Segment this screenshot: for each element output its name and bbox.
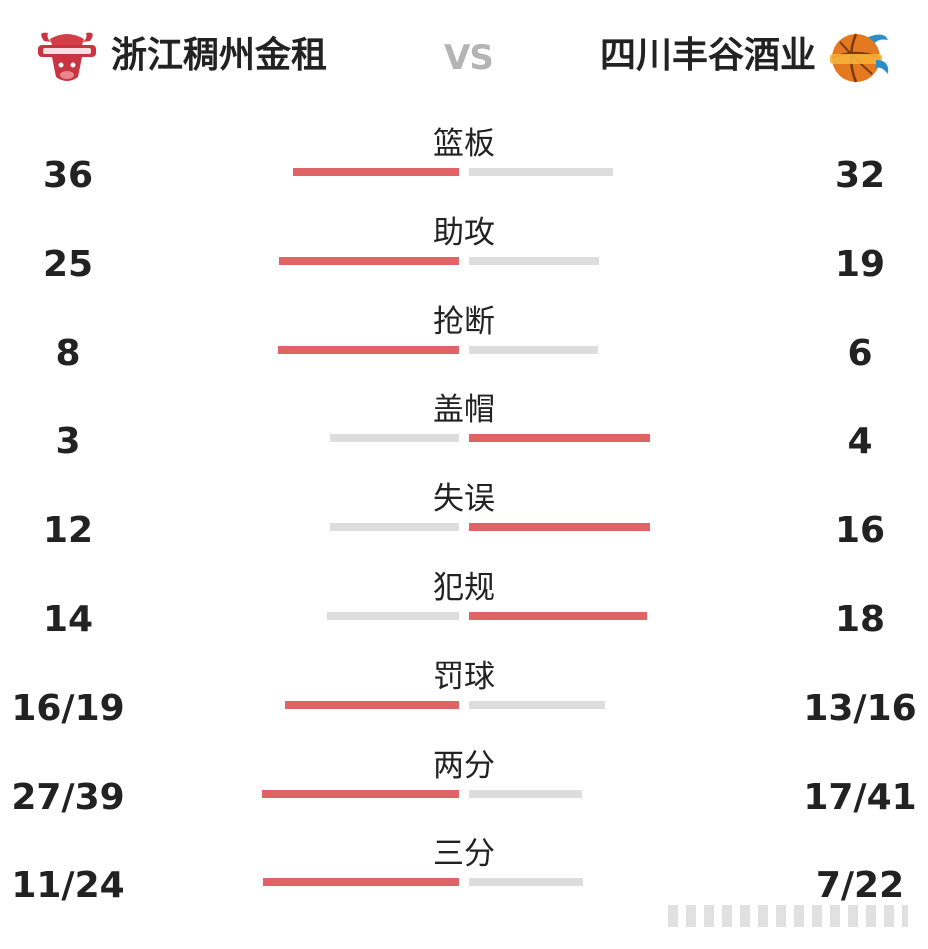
away-stat-value: 17/41 [803,777,917,818]
away-stat-bar [469,790,582,798]
stat-row: 失误 12 16 [0,477,928,566]
watermark [610,896,910,936]
home-stat-bar [330,523,459,531]
stat-label: 盖帽 [433,392,495,428]
home-stat-bar [285,701,459,709]
vs-label: VS [444,38,494,78]
home-stat-value: 14 [42,599,94,640]
away-stat-bar [469,612,647,620]
home-stat-value: 11/24 [11,865,125,906]
home-stat-bar [279,257,459,265]
home-stat-bar [330,434,459,442]
home-stat-bar [263,878,459,886]
away-stat-value: 32 [834,155,886,196]
home-stat-value: 25 [42,244,94,285]
stat-label: 罚球 [433,659,495,695]
home-stat-value: 36 [42,155,94,196]
stat-row: 盖帽 3 4 [0,388,928,477]
home-stat-bar [293,168,459,176]
home-stat-value: 16/19 [11,688,125,729]
away-stat-value: 19 [834,244,886,285]
away-stat-value: 4 [847,421,873,462]
home-team-name: 浙江稠州金租 [111,35,328,76]
watermark-graphic [668,905,908,927]
home-stat-bar [327,612,459,620]
away-stat-bar [469,523,650,531]
stat-row: 助攻 25 19 [0,211,928,300]
away-stat-bar [469,168,613,176]
stat-row: 三分 11/24 7/22 [0,832,928,921]
away-stat-bar [469,257,599,265]
stat-row: 犯规 14 18 [0,566,928,655]
stat-label: 三分 [433,836,495,872]
match-header: 浙江稠州金租 VS 四川丰谷酒业 [0,0,928,115]
away-stat-value: 6 [847,333,873,374]
home-stat-bar [262,790,459,798]
stat-row: 两分 27/39 17/41 [0,744,928,833]
stat-label: 抢断 [433,304,495,340]
home-stat-value: 12 [42,510,94,551]
stat-row: 罚球 16/19 13/16 [0,655,928,744]
stat-label: 两分 [433,748,495,784]
away-stat-value: 18 [834,599,886,640]
home-stat-value: 27/39 [11,777,125,818]
away-stat-value: 7/22 [815,865,905,906]
stat-label: 失误 [433,481,495,517]
away-stat-bar [469,878,583,886]
away-stat-bar [469,346,598,354]
bull-logo-icon [38,32,96,81]
stat-row: 抢断 8 6 [0,300,928,389]
stat-label: 助攻 [433,215,495,251]
away-stat-value: 16 [834,510,886,551]
stat-label: 犯规 [433,570,495,606]
basketball-logo-icon [830,33,889,83]
away-stat-bar [469,701,605,709]
home-stat-bar [278,346,459,354]
away-stat-bar [469,434,650,442]
away-team-name: 四川丰谷酒业 [599,35,816,76]
home-stat-value: 8 [55,333,81,374]
away-stat-value: 13/16 [803,688,917,729]
stat-label: 篮板 [433,126,495,162]
stat-row: 篮板 36 32 [0,122,928,211]
home-stat-value: 3 [55,421,81,462]
